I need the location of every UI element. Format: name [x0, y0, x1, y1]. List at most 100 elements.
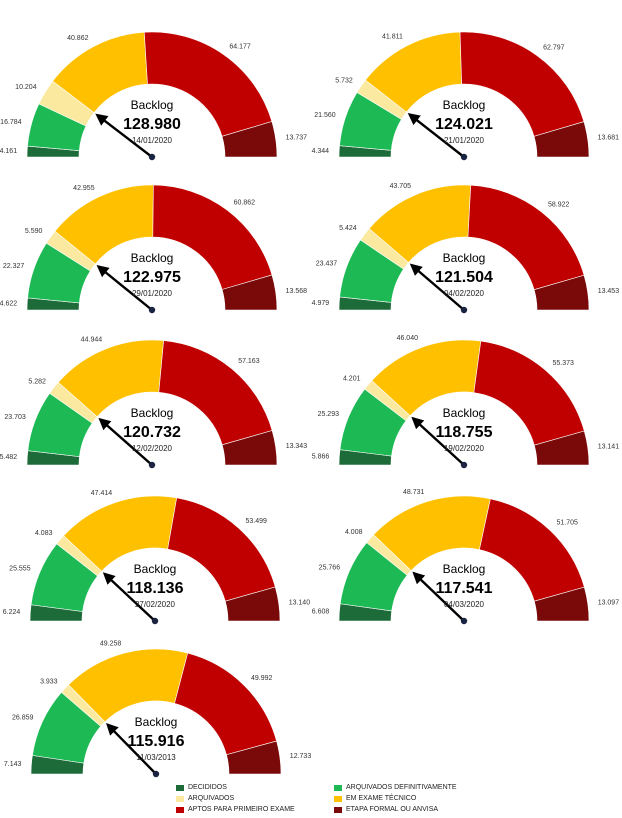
gauge-3-title: Backlog: [131, 251, 174, 265]
gauge-1-value-label-3: 10.204: [15, 84, 37, 91]
gauge-8-title: Backlog: [443, 562, 486, 576]
gauge-9: 7.143 26.859 3.933 49.258 49.992 12.733 Backlo…: [4, 641, 311, 778]
gauge-7-value-label-2: 25.555: [9, 566, 31, 573]
gauge-7: 6.224 25.555 4.083 47.414 53.499 13.140 Backlo…: [3, 490, 311, 625]
legend-label: ARQUIVADOS DEFINITIVAMENTE: [346, 784, 457, 791]
gauge-7-value-label-6: 13.140: [289, 600, 311, 607]
legend-item-arquivados: ARQUIVADOS: [176, 793, 234, 804]
gauge-7-backlog-value: 118.136: [127, 580, 184, 597]
gauge-7-date: 27/02/2020: [135, 600, 176, 609]
gauge-1-value-label-2: 16.784: [0, 119, 22, 126]
gauge-7-value-label-1: 6.224: [3, 609, 21, 616]
gauge-6-title: Backlog: [443, 406, 486, 420]
gauge-1-value-label-1: 4.161: [0, 148, 17, 155]
gauge-3: 4.622 22.327 5.590 42.955 60.862 13.568 Backlo…: [0, 184, 308, 314]
gauge-8-value-label-3: 4.008: [345, 529, 363, 536]
gauge-5: 5.482 23.703 5.282 44.944 57.163 13.343 Backlo…: [0, 337, 307, 469]
legend-swatch: [334, 784, 342, 791]
gauge-6: 5.866 25.293 4.201 46.040 55.373 13.141 Backlo…: [312, 335, 620, 469]
gauge-6-backlog-value: 118.755: [436, 424, 493, 441]
gauge-9-value-label-4: 49.258: [100, 641, 122, 648]
gauge-3-backlog-value: 122.975: [123, 269, 181, 286]
gauge-5-value-label-5: 57.163: [238, 358, 260, 365]
gauge-2-segment-6: [533, 121, 590, 158]
gauge-2-value-label-4: 41.811: [382, 34, 403, 41]
gauge-4-title: Backlog: [443, 251, 486, 265]
gauge-9-backlog-value: 115.916: [128, 733, 185, 750]
gauge-8-value-label-5: 51.705: [557, 520, 579, 527]
gauge-4-value-label-2: 23.437: [316, 261, 338, 268]
gauge-3-value-label-6: 13.568: [286, 288, 308, 295]
legend-label: EM EXAME TÉCNICO: [346, 795, 417, 802]
gauge-8-segment-5: [479, 498, 585, 602]
gauge-7-value-label-5: 53.499: [246, 518, 268, 525]
gauge-2-date: 21/01/2020: [444, 136, 485, 145]
gauge-2-value-label-2: 21.560: [314, 112, 336, 119]
gauge-5-value-label-4: 44.944: [81, 337, 103, 344]
gauge-5-backlog-value: 120.732: [123, 424, 181, 441]
gauge-2-value-label-6: 13.681: [598, 135, 620, 142]
gauge-7-needle-pivot: [151, 617, 159, 625]
gauge-4-value-label-3: 5.424: [339, 225, 357, 232]
gauge-8-value-label-2: 25.766: [319, 564, 341, 571]
gauge-8-date: 04/03/2020: [444, 600, 485, 609]
legend-label: APTOS PARA PRIMEIRO EXAME: [188, 806, 295, 813]
gauge-4-date: 04/02/2020: [444, 289, 485, 298]
legend-swatch: [176, 784, 184, 791]
legend-swatch: [176, 795, 184, 802]
gauge-1-value-label-6: 13.737: [286, 135, 308, 142]
gauge-5-needle-pivot: [148, 461, 156, 469]
gauge-1: 4.161 16.784 10.204 40.862 64.177 13.737 Backl…: [0, 31, 308, 161]
gauge-4-needle-pivot: [460, 306, 468, 314]
gauge-5-title: Backlog: [131, 406, 174, 420]
gauge-6-value-label-6: 13.141: [598, 444, 620, 451]
gauge-6-value-label-4: 46.040: [397, 335, 419, 342]
gauge-3-value-label-3: 5.590: [25, 228, 43, 235]
legend-item-aptos-para-primeiro-exame: APTOS PARA PRIMEIRO EXAME: [176, 804, 295, 815]
gauge-5-value-label-3: 5.282: [28, 379, 46, 386]
gauge-8-value-label-4: 48.731: [403, 489, 425, 496]
gauge-1-title: Backlog: [131, 98, 174, 112]
gauge-1-value-label-4: 40.862: [67, 35, 89, 42]
gauge-4-value-label-5: 58.922: [548, 201, 570, 208]
gauge-4: 4.979 23.437 5.424 43.705 58.922 13.453 Backlo…: [312, 183, 620, 314]
gauge-9-value-label-3: 3.933: [40, 679, 58, 686]
gauge-6-value-label-5: 55.373: [553, 360, 575, 367]
gauge-9-needle: [106, 722, 157, 775]
gauge-4-needle: [409, 263, 465, 311]
gauge-8-needle: [412, 571, 465, 622]
gauge-6-needle: [411, 416, 465, 466]
gauge-7-value-label-4: 47.414: [91, 490, 113, 497]
gauge-9-segment-6: [226, 740, 282, 775]
gauge-6-needle-pivot: [460, 461, 468, 469]
gauge-8: 6.608 25.766 4.008 48.731 51.705 13.097 Backlo…: [312, 489, 619, 625]
gauge-5-value-label-2: 23.703: [4, 414, 26, 421]
gauge-2-needle: [407, 113, 465, 158]
gauge-2-title: Backlog: [443, 98, 486, 112]
gauge-1-value-label-5: 64.177: [229, 43, 251, 50]
gauge-9-value-label-5: 49.992: [251, 675, 273, 682]
gauge-7-value-label-3: 4.083: [35, 530, 53, 537]
gauge-4-backlog-value: 121.504: [435, 269, 493, 286]
gauge-3-value-label-5: 60.862: [234, 199, 256, 206]
legend-item-em-exame-tecnico: EM EXAME TÉCNICO: [334, 793, 416, 804]
gauge-6-value-label-1: 5.866: [312, 454, 330, 461]
gauge-3-needle: [96, 264, 153, 311]
gauge-1-needle: [95, 113, 153, 158]
gauge-3-needle-pivot: [148, 306, 156, 314]
gauge-4-value-label-6: 13.453: [598, 288, 620, 295]
gauge-6-segment-6: [533, 430, 590, 466]
gauge-3-value-label-4: 42.955: [73, 185, 95, 192]
gauge-8-needle-pivot: [460, 617, 468, 625]
gauge-4-segment-6: [533, 274, 590, 311]
gauge-4-value-label-1: 4.979: [312, 300, 330, 307]
gauge-1-segment-6: [221, 121, 278, 158]
gauge-3-segment-6: [221, 274, 278, 311]
gauge-7-title: Backlog: [134, 562, 177, 576]
gauge-9-value-label-6: 12.733: [290, 753, 312, 760]
gauge-6-value-label-3: 4.201: [343, 375, 361, 382]
gauge-2: 4.344 21.560 5.732 41.811 62.797 13.681 Backlo…: [312, 31, 620, 161]
gauge-2-value-label-3: 5.732: [335, 78, 353, 85]
gauge-5-needle: [98, 417, 153, 466]
gauge-2-value-label-1: 4.344: [312, 148, 330, 155]
